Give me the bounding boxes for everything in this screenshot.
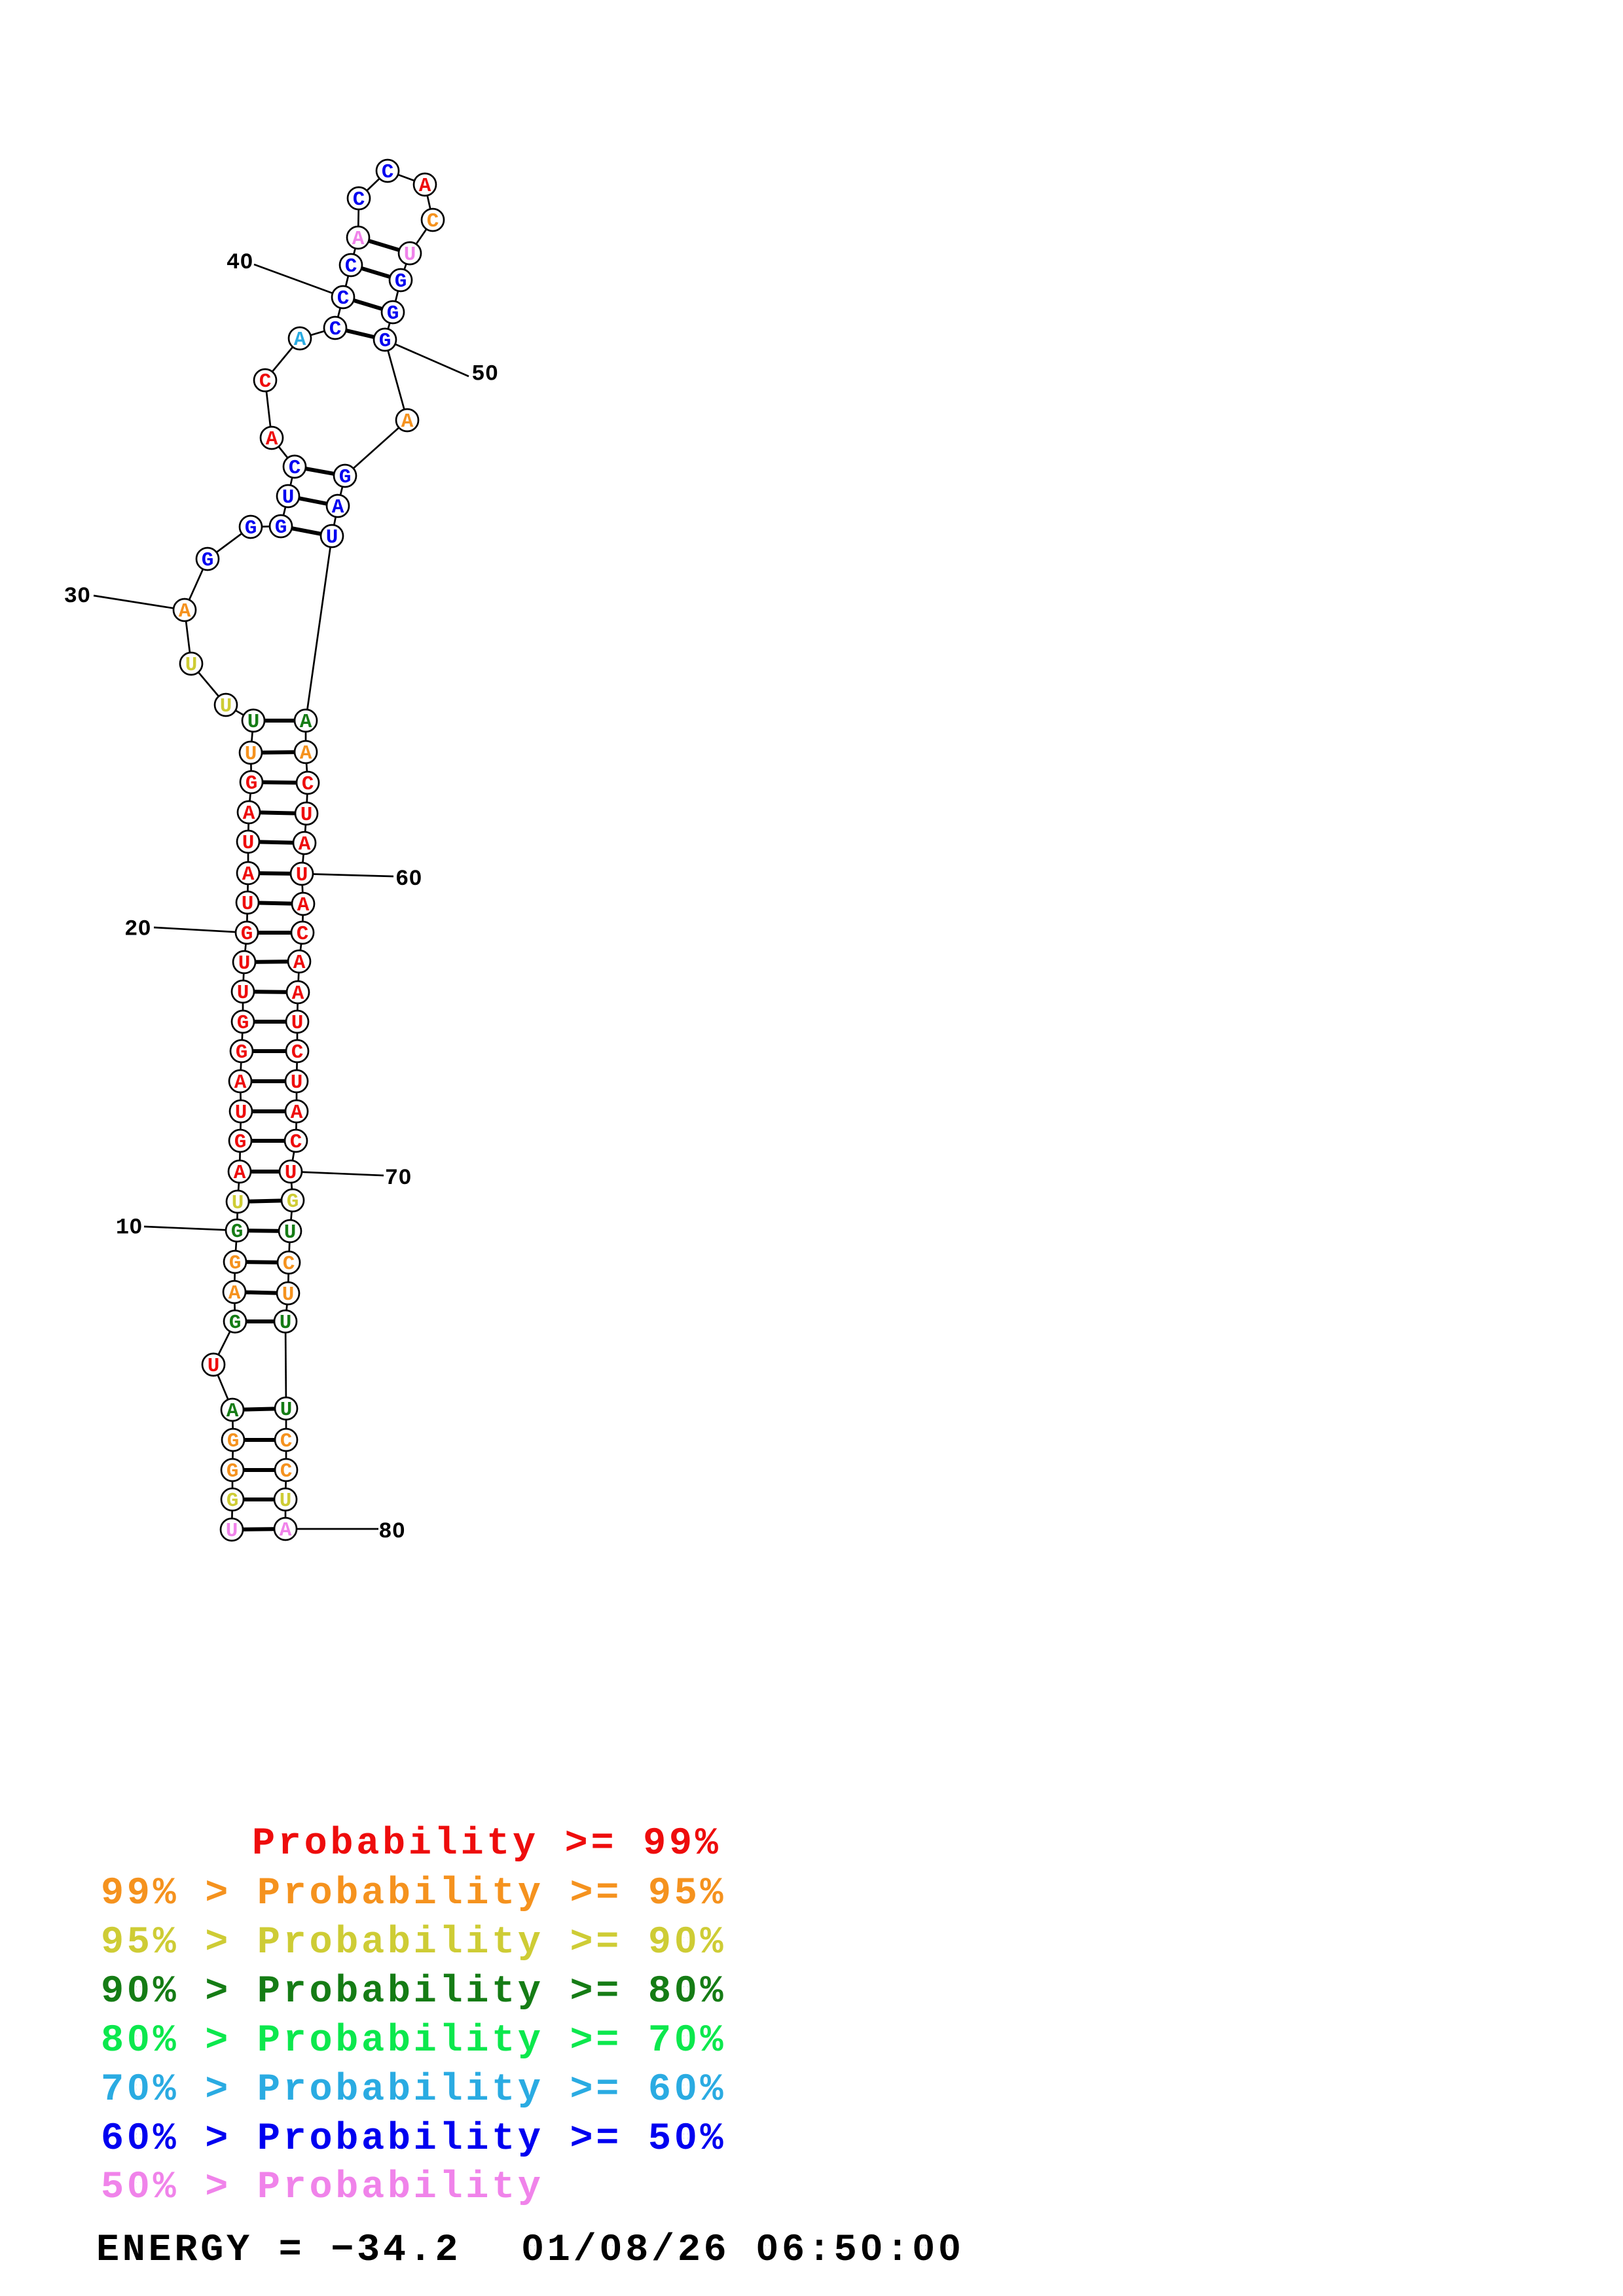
svg-text:G: G: [202, 549, 214, 572]
svg-text:C: C: [289, 457, 301, 480]
svg-text:G: G: [229, 1252, 242, 1275]
svg-text:50% > Probability: 50% > Probability: [101, 2165, 544, 2209]
svg-text:U: U: [232, 1192, 244, 1215]
svg-text:C: C: [353, 188, 365, 211]
svg-text:U: U: [291, 1071, 303, 1094]
svg-text:A: A: [299, 833, 311, 856]
svg-text:70% > Probability >= 60%: 70% > Probability >= 60%: [101, 2068, 726, 2111]
svg-text:G: G: [227, 1490, 239, 1513]
svg-text:90% > Probability >= 80%: 90% > Probability >= 80%: [101, 1969, 726, 2013]
svg-text:A: A: [234, 1071, 247, 1094]
svg-text:A: A: [332, 496, 344, 519]
svg-text:50: 50: [471, 363, 498, 387]
svg-text:60% > Probability >= 50%: 60% > Probability >= 50%: [101, 2117, 726, 2161]
svg-text:G: G: [275, 516, 287, 539]
svg-text:G: G: [236, 1041, 248, 1064]
svg-text:G: G: [231, 1221, 244, 1244]
svg-text:C: C: [280, 1430, 293, 1453]
svg-text:G: G: [227, 1460, 239, 1483]
svg-text:U: U: [282, 1283, 295, 1306]
svg-text:A: A: [352, 228, 365, 251]
svg-text:U: U: [296, 864, 308, 887]
svg-text:G: G: [245, 517, 257, 540]
svg-text:U: U: [247, 711, 260, 734]
svg-text:A: A: [280, 1519, 292, 1542]
svg-text:A: A: [291, 1102, 303, 1124]
svg-text:A: A: [227, 1400, 239, 1423]
svg-text:99% > Probability >= 95%: 99% > Probability >= 95%: [101, 1871, 726, 1915]
svg-text:C: C: [345, 255, 357, 278]
svg-text:60: 60: [395, 867, 422, 892]
svg-text:A: A: [294, 329, 306, 351]
svg-text:A: A: [179, 600, 191, 623]
svg-text:C: C: [329, 318, 342, 341]
svg-text:G: G: [229, 1312, 242, 1335]
svg-text:A: A: [292, 982, 304, 1005]
svg-text:A: A: [300, 742, 312, 765]
svg-text:A: A: [234, 1162, 246, 1185]
svg-text:U: U: [282, 486, 295, 509]
svg-text:C: C: [259, 370, 272, 393]
svg-text:U: U: [326, 526, 338, 549]
svg-text:U: U: [245, 743, 257, 766]
svg-text:G: G: [287, 1191, 299, 1213]
svg-text:U: U: [280, 1399, 293, 1422]
svg-text:U: U: [185, 654, 198, 677]
svg-text:ENERGY = −34.2: ENERGY = −34.2: [96, 2228, 461, 2272]
svg-text:A: A: [300, 711, 312, 734]
svg-text:U: U: [208, 1355, 220, 1378]
svg-text:G: G: [246, 772, 258, 795]
svg-text:U: U: [220, 695, 232, 718]
svg-text:U: U: [291, 1012, 304, 1035]
svg-text:U: U: [235, 1102, 247, 1124]
svg-text:A: A: [293, 952, 306, 975]
svg-text:U: U: [301, 804, 313, 827]
svg-text:U: U: [284, 1221, 297, 1244]
svg-text:G: G: [241, 923, 253, 946]
svg-text:C: C: [382, 161, 394, 184]
svg-text:A: A: [242, 863, 255, 886]
svg-text:C: C: [283, 1253, 295, 1276]
svg-text:G: G: [234, 1131, 247, 1154]
svg-text:A: A: [419, 175, 431, 198]
svg-text:C: C: [280, 1460, 293, 1483]
svg-text:A: A: [243, 802, 255, 825]
svg-text:C: C: [297, 923, 309, 946]
svg-text:95% > Probability >= 90%: 95% > Probability >= 90%: [101, 1920, 726, 1964]
svg-text:C: C: [291, 1041, 304, 1064]
svg-text:80: 80: [378, 1520, 405, 1545]
svg-text:U: U: [242, 832, 255, 855]
svg-text:G: G: [387, 302, 399, 325]
svg-text:U: U: [226, 1520, 238, 1543]
svg-text:30: 30: [64, 584, 91, 609]
svg-text:U: U: [242, 893, 254, 916]
svg-text:U: U: [237, 982, 249, 1005]
svg-text:A: A: [297, 894, 310, 917]
svg-text:G: G: [237, 1012, 249, 1035]
svg-text:C: C: [427, 210, 439, 233]
svg-text:01/08/26 06:50:00: 01/08/26 06:50:00: [521, 2228, 964, 2272]
svg-text:10: 10: [116, 1216, 143, 1241]
svg-text:U: U: [404, 243, 416, 266]
svg-text:Probability >= 99%: Probability >= 99%: [252, 1821, 721, 1865]
svg-text:70: 70: [385, 1166, 412, 1191]
svg-text:C: C: [337, 287, 350, 310]
svg-text:20: 20: [124, 918, 151, 942]
svg-text:80% > Probability >= 70%: 80% > Probability >= 70%: [101, 2018, 726, 2062]
svg-text:G: G: [227, 1430, 240, 1453]
svg-text:G: G: [339, 466, 352, 489]
svg-text:U: U: [238, 952, 251, 975]
svg-text:U: U: [280, 1312, 292, 1335]
svg-text:A: A: [401, 410, 414, 433]
svg-text:40: 40: [227, 251, 253, 276]
svg-text:U: U: [285, 1162, 297, 1185]
svg-text:C: C: [290, 1131, 302, 1154]
svg-text:G: G: [379, 330, 392, 353]
svg-text:A: A: [266, 428, 278, 451]
svg-text:C: C: [302, 773, 314, 796]
svg-text:U: U: [280, 1490, 292, 1513]
svg-text:G: G: [395, 270, 407, 293]
svg-text:A: A: [228, 1282, 241, 1305]
